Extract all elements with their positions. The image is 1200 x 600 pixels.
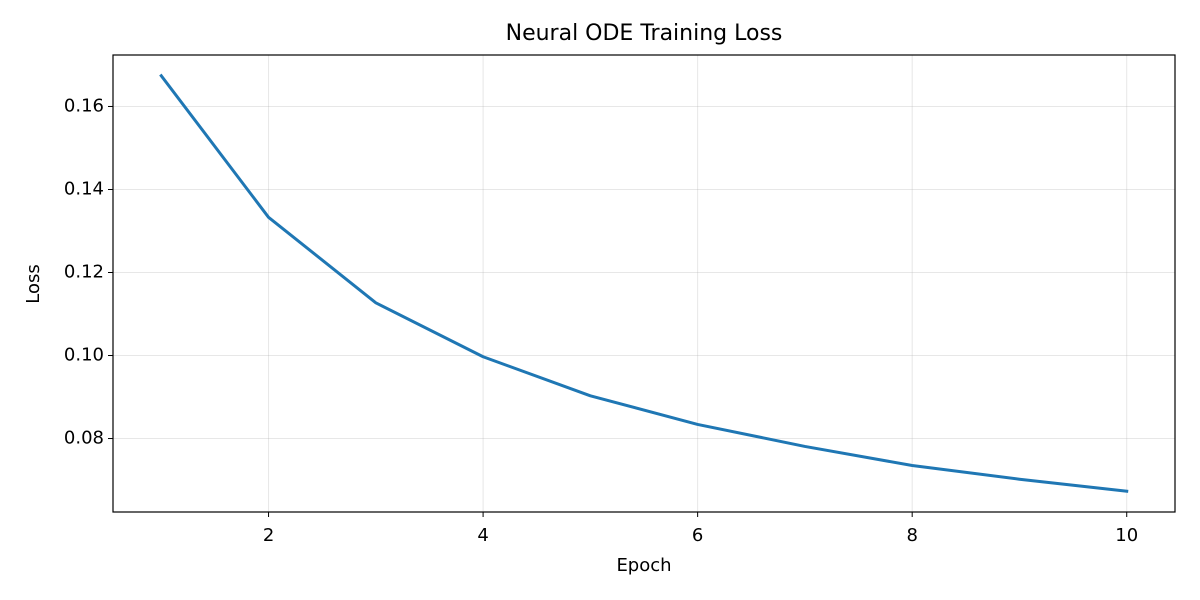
chart-title: Neural ODE Training Loss xyxy=(506,21,783,46)
y-tick-label: 0.08 xyxy=(64,428,104,449)
x-axis-label: Epoch xyxy=(616,555,671,576)
y-tick-label: 0.14 xyxy=(64,178,104,199)
y-tick-label: 0.16 xyxy=(64,95,104,116)
plot-frame xyxy=(112,54,1176,513)
y-tick-label: 0.12 xyxy=(64,262,104,283)
line-series xyxy=(159,73,1129,493)
x-tick-label: 6 xyxy=(692,525,703,546)
x-tick-label: 10 xyxy=(1115,525,1138,546)
y-tick-label: 0.10 xyxy=(64,345,104,366)
x-tick-label: 4 xyxy=(477,525,488,546)
x-tick-label: 2 xyxy=(263,525,274,546)
x-tick-label: 8 xyxy=(906,525,917,546)
y-axis-label: Loss xyxy=(23,264,44,303)
